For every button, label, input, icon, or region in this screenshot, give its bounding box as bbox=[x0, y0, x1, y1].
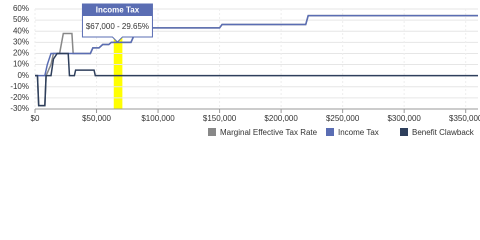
x-tick-label: $300,000 bbox=[387, 114, 421, 123]
y-tick-label: 60% bbox=[13, 4, 29, 13]
y-tick-label: 50% bbox=[13, 15, 29, 24]
series-line bbox=[35, 14, 478, 77]
legend-label: Income Tax bbox=[338, 128, 379, 137]
tooltip-text: $67,000 - 29.65% bbox=[86, 22, 149, 31]
legend-label: Marginal Effective Tax Rate bbox=[220, 128, 318, 137]
x-tick-label: $350,000 bbox=[449, 114, 480, 123]
x-tick-label: $50,000 bbox=[82, 114, 111, 123]
legend-swatch bbox=[400, 128, 408, 136]
tooltip-title: Income Tax bbox=[96, 6, 140, 15]
x-tick-label: $0 bbox=[31, 114, 40, 123]
x-tick-label: $250,000 bbox=[326, 114, 360, 123]
x-tick-label: $200,000 bbox=[264, 114, 298, 123]
series-line bbox=[35, 52, 478, 107]
tooltip-header bbox=[82, 4, 153, 16]
y-tick-label: 20% bbox=[13, 49, 29, 58]
y-tick-label: -20% bbox=[10, 93, 29, 102]
chart: 60% 50% 40% 30% 20% 10% 0% -10% -20% -30%$0 $50,00… bbox=[10, 3, 480, 137]
x-tick-label: $150,000 bbox=[203, 114, 237, 123]
tooltip: Income Tax $67,000 - 29.65% bbox=[81, 3, 153, 43]
y-tick-label: 10% bbox=[13, 60, 29, 69]
x-tick-label: $100,000 bbox=[141, 114, 175, 123]
y-tick-label: -30% bbox=[10, 104, 29, 113]
y-tick-label: -10% bbox=[10, 82, 29, 91]
y-tick-label: 30% bbox=[13, 37, 29, 46]
legend-swatch bbox=[326, 128, 334, 136]
y-tick-label: 40% bbox=[13, 26, 29, 35]
legend-label: Benefit Clawback bbox=[412, 128, 475, 137]
highlight-band bbox=[113, 9, 123, 109]
legend-swatch bbox=[208, 128, 216, 136]
y-tick-label: 0% bbox=[17, 71, 29, 80]
